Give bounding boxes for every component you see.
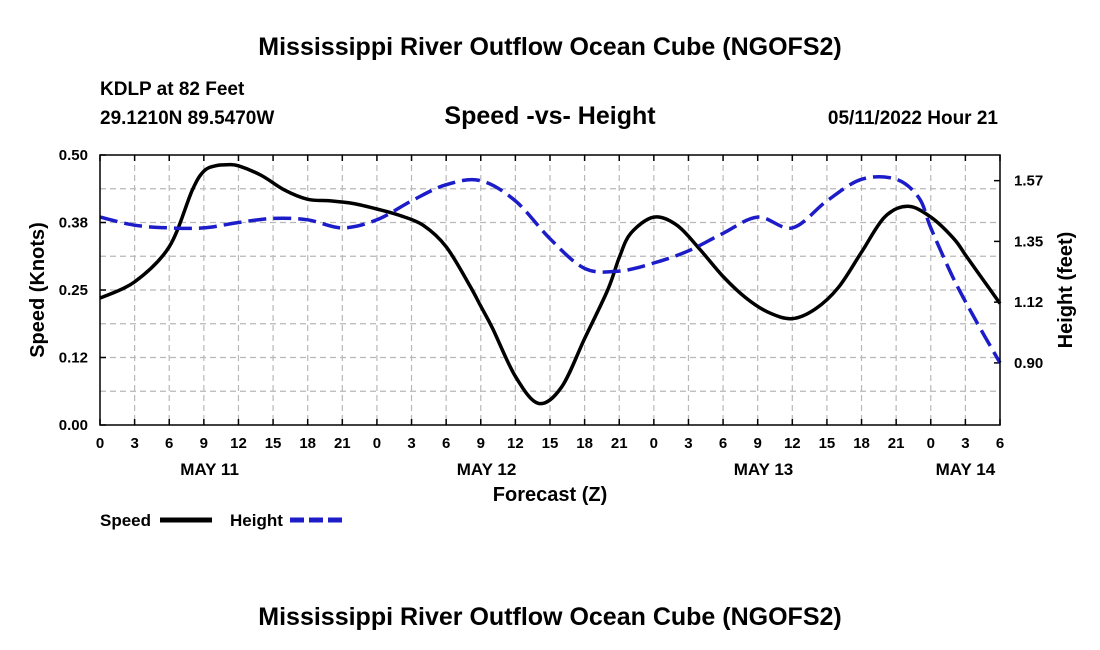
x-axis-label: Forecast (Z): [493, 484, 607, 506]
y-right-axis-ticks: 0.90 1.12 1.35 1.57: [994, 173, 1043, 372]
x-tick-label: 21: [334, 435, 351, 452]
x-tick-label: 6: [996, 435, 1004, 452]
date-label: MAY 13: [734, 460, 794, 479]
legend: Speed Height: [100, 511, 342, 530]
x-tick-label: 15: [265, 435, 282, 452]
date-labels: MAY 11 MAY 12 MAY 13 MAY 14: [180, 460, 995, 479]
x-tick-label: 12: [784, 435, 801, 452]
x-tick-label: 6: [165, 435, 173, 452]
x-tick-label: 3: [684, 435, 692, 452]
x-tick-label: 9: [200, 435, 208, 452]
y-right-tick-label: 1.57: [1014, 173, 1043, 190]
series-line-speed: [99, 162, 1002, 406]
x-tick-label: 21: [888, 435, 905, 452]
legend-height-label: Height: [230, 511, 283, 530]
x-tick-label: 9: [477, 435, 485, 452]
x-tick-label: 6: [719, 435, 727, 452]
plot-frame: [99, 154, 1001, 426]
y-left-tick-label: 0.50: [59, 147, 88, 164]
x-tick-label: 9: [754, 435, 762, 452]
y-right-axis-label: Height (feet): [1055, 232, 1077, 349]
y-right-tick-label: 1.35: [1014, 233, 1043, 250]
y-left-tick-label: 0.12: [59, 350, 88, 367]
x-tick-label: 21: [611, 435, 628, 452]
date-label: MAY 11: [180, 460, 239, 479]
date-label: MAY 14: [936, 460, 996, 479]
y-left-tick-label: 0.25: [59, 282, 88, 299]
x-tick-label: 12: [507, 435, 524, 452]
x-tick-label: 0: [373, 435, 381, 452]
x-tick-label: 18: [299, 435, 316, 452]
y-left-axis-label: Speed (Knots): [27, 222, 49, 358]
x-tick-label: 3: [407, 435, 415, 452]
x-tick-label: 18: [576, 435, 593, 452]
y-right-tick-label: 0.90: [1014, 355, 1043, 372]
y-left-tick-label: 0.00: [59, 417, 88, 434]
y-left-axis-ticks: 0.00 0.12 0.25 0.38 0.50: [59, 147, 106, 434]
x-tick-label: 18: [853, 435, 870, 452]
series-lines: [99, 162, 1002, 406]
y-right-tick-label: 1.12: [1014, 294, 1043, 311]
chart-subtitle: Speed -vs- Height: [444, 102, 656, 130]
x-tick-label: 12: [230, 435, 247, 452]
x-tick-label: 0: [96, 435, 104, 452]
x-axis-ticks: 0 3 6 9 12 15 18 21 0 3 6 9 12 15 18 21 0 3 6 9 12 15 18 21 0 3 6: [96, 155, 1004, 452]
x-tick-label: 3: [961, 435, 969, 452]
chart-title: Mississippi River Outflow Ocean Cube (NG…: [258, 33, 841, 61]
timestamp-label: 05/11/2022 Hour 21: [828, 108, 998, 129]
y-left-tick-label: 0.38: [59, 215, 88, 232]
repeated-chart-title: Mississippi River Outflow Ocean Cube (NG…: [258, 603, 841, 631]
location-label: 29.1210N 89.5470W: [100, 108, 274, 129]
x-tick-label: 15: [542, 435, 559, 452]
x-tick-label: 0: [927, 435, 935, 452]
station-label: KDLP at 82 Feet: [100, 79, 245, 100]
x-tick-label: 0: [650, 435, 658, 452]
legend-speed-label: Speed: [100, 511, 151, 530]
date-label: MAY 12: [457, 460, 517, 479]
x-tick-label: 15: [819, 435, 836, 452]
x-tick-label: 6: [442, 435, 450, 452]
gridlines: [100, 155, 1000, 425]
x-tick-label: 3: [130, 435, 138, 452]
series-line-height: [99, 175, 1002, 364]
